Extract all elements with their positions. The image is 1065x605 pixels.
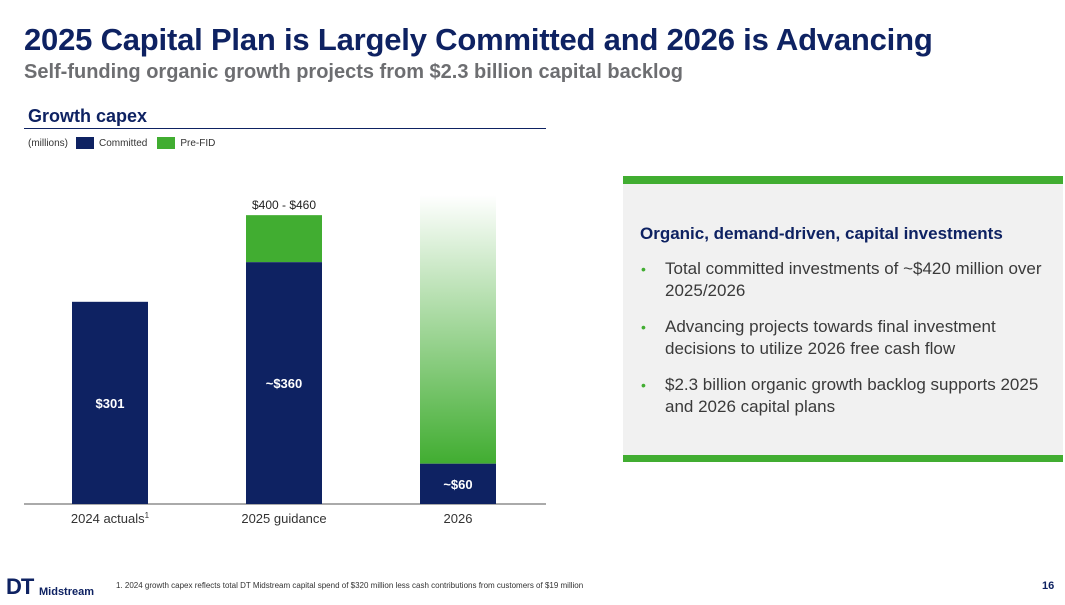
legend-label-pre-fid: Pre-FID — [180, 137, 216, 149]
legend-label-committed: Committed — [99, 137, 148, 149]
logo-text: Midstream — [39, 586, 94, 598]
list-item: • $2.3 billion organic growth backlog sup… — [640, 374, 1045, 418]
highlights-heading: Organic, demand-driven, capital investme… — [640, 224, 1003, 243]
bar-committed-2 — [246, 262, 322, 504]
bar-committed-3 — [420, 463, 496, 504]
legend-swatch-pre-fid — [157, 137, 176, 149]
footnote: 1. 2024 growth capex reflects total DT M… — [116, 581, 584, 590]
page-number: 16 — [1042, 580, 1055, 592]
bullet-icon: • — [641, 261, 646, 277]
bullet-text: $2.3 billion organic growth backlog supp… — [665, 375, 1039, 416]
bar-value-label-1: $301 — [96, 396, 125, 411]
highlights-list: • Total committed investments of ~$420 mi… — [640, 258, 1045, 432]
footnote-marker: 1 — [145, 511, 150, 520]
bar-value-label-2: ~$360 — [266, 376, 303, 391]
logo-mark: DT — [6, 574, 35, 599]
x-tick-label-2: 2025 guidance — [241, 511, 326, 526]
legend-swatch-committed — [76, 137, 94, 149]
growth-capex-chart: $301 2024 actuals1 ~$360 $400 - $460 2025 gu… — [24, 195, 546, 526]
list-item: • Total committed investments of ~$420 mi… — [640, 258, 1045, 302]
bar-committed-1 — [72, 301, 148, 504]
units-label: (millions) — [28, 137, 68, 149]
x-tick-label-1: 2024 actuals1 — [71, 511, 150, 526]
slide-title: 2025 Capital Plan is Largely Committed a… — [24, 22, 933, 57]
bullet-text: Advancing projects towards final investm… — [665, 317, 996, 358]
highlights-box: Organic, demand-driven, capital investme… — [623, 176, 1063, 462]
bar-pre-fid-2 — [246, 215, 322, 263]
bullet-icon: • — [641, 319, 646, 335]
section-divider — [24, 128, 546, 129]
bullet-text: Total committed investments of ~$420 mil… — [665, 259, 1042, 300]
section-title: Growth capex — [28, 106, 148, 126]
chart-legend: (millions) Committed Pre-FID — [28, 136, 225, 150]
slide-subtitle: Self-funding organic growth projects fro… — [24, 61, 683, 83]
x-tick-label-3: 2026 — [444, 511, 473, 526]
dt-midstream-logo: DT Midstream — [6, 574, 94, 599]
bar-value-label-3: ~$60 — [443, 477, 472, 492]
bullet-icon: • — [641, 377, 646, 393]
bar-pre-fid-3 — [420, 195, 496, 464]
range-label-2: $400 - $460 — [252, 198, 316, 212]
list-item: • Advancing projects towards final invest… — [640, 316, 1045, 360]
